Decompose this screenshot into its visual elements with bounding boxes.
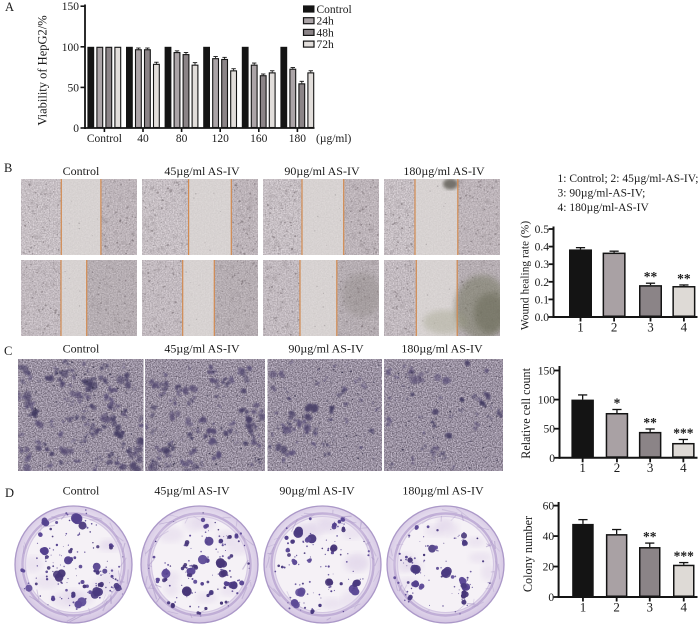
svg-text:1: 1 xyxy=(577,320,584,335)
svg-text:0.4: 0.4 xyxy=(535,242,550,254)
svg-text:150: 150 xyxy=(62,1,80,13)
svg-text:24h: 24h xyxy=(317,16,335,28)
svg-text:D: D xyxy=(5,486,14,500)
svg-text:2: 2 xyxy=(614,460,621,475)
svg-text:40: 40 xyxy=(543,531,555,543)
svg-text:50: 50 xyxy=(544,424,556,436)
svg-text:4: 180µg/ml-AS-IV: 4: 180µg/ml-AS-IV xyxy=(558,202,650,214)
svg-text:0: 0 xyxy=(548,592,554,604)
svg-text:B: B xyxy=(4,161,12,175)
svg-text:48h: 48h xyxy=(317,27,335,39)
svg-text:2: 2 xyxy=(613,600,620,615)
svg-text:80: 80 xyxy=(176,133,188,145)
svg-text:180: 180 xyxy=(289,133,307,145)
svg-text:60: 60 xyxy=(543,501,555,513)
svg-text:1: 1 xyxy=(580,600,587,615)
svg-text:0.2: 0.2 xyxy=(535,277,550,289)
svg-text:0: 0 xyxy=(549,453,555,465)
svg-text:3: 3 xyxy=(647,320,654,335)
svg-text:90µg/ml AS-IV: 90µg/ml AS-IV xyxy=(288,342,364,356)
svg-text:72h: 72h xyxy=(317,39,335,51)
svg-text:***: *** xyxy=(673,426,694,441)
svg-text:0.3: 0.3 xyxy=(535,259,550,271)
svg-text:120: 120 xyxy=(212,133,230,145)
svg-text:Control: Control xyxy=(87,133,122,145)
svg-text:0: 0 xyxy=(73,123,79,135)
svg-text:Wound healing rate (%): Wound healing rate (%) xyxy=(519,221,531,330)
svg-text:1: Control; 2: 45µg/ml-AS-IV;: 1: Control; 2: 45µg/ml-AS-IV; xyxy=(558,173,699,185)
svg-text:40: 40 xyxy=(137,133,149,145)
svg-text:Relative cell count: Relative cell count xyxy=(519,367,533,458)
svg-text:3: 3 xyxy=(647,460,654,475)
svg-text:C: C xyxy=(4,344,12,358)
svg-text:Control: Control xyxy=(63,164,100,178)
svg-text:0.5: 0.5 xyxy=(535,224,550,236)
svg-text:3: 3 xyxy=(647,600,654,615)
svg-text:150: 150 xyxy=(538,366,556,378)
svg-text:2: 2 xyxy=(611,320,618,335)
svg-text:Control: Control xyxy=(317,4,352,16)
svg-text:20: 20 xyxy=(543,562,555,574)
svg-text:90µg/ml AS-IV: 90µg/ml AS-IV xyxy=(279,484,355,498)
svg-text:90µg/ml AS-IV: 90µg/ml AS-IV xyxy=(284,164,360,178)
svg-text:180µg/ml AS-IV: 180µg/ml AS-IV xyxy=(403,164,485,178)
svg-text:***: *** xyxy=(674,549,695,564)
svg-text:Viability of HepG2/%: Viability of HepG2/% xyxy=(35,15,49,125)
svg-text:4: 4 xyxy=(681,320,688,335)
svg-text:4: 4 xyxy=(680,460,687,475)
svg-text:**: ** xyxy=(644,269,658,284)
svg-text:45µg/ml AS-IV: 45µg/ml AS-IV xyxy=(164,164,240,178)
svg-text:A: A xyxy=(5,0,14,14)
svg-text:Control: Control xyxy=(63,342,100,356)
svg-text:(µg/ml): (µg/ml) xyxy=(316,133,352,145)
svg-text:3: 90µg/ml-AS-IV;: 3: 90µg/ml-AS-IV; xyxy=(558,188,646,200)
svg-text:**: ** xyxy=(677,271,691,286)
svg-text:Colony number: Colony number xyxy=(521,516,535,592)
svg-text:*: * xyxy=(614,396,621,411)
svg-text:Control: Control xyxy=(63,484,100,498)
svg-text:100: 100 xyxy=(538,395,556,407)
svg-text:0.1: 0.1 xyxy=(535,294,550,306)
svg-text:50: 50 xyxy=(68,82,80,94)
svg-text:180µg/ml AS-IV: 180µg/ml AS-IV xyxy=(402,484,484,498)
svg-text:0.0: 0.0 xyxy=(535,312,550,324)
svg-text:**: ** xyxy=(643,529,657,544)
svg-text:100: 100 xyxy=(62,42,80,54)
svg-text:1: 1 xyxy=(579,460,586,475)
svg-text:45µg/ml AS-IV: 45µg/ml AS-IV xyxy=(164,342,240,356)
svg-text:180µg/ml AS-IV: 180µg/ml AS-IV xyxy=(401,342,483,356)
svg-text:**: ** xyxy=(643,415,657,430)
svg-text:160: 160 xyxy=(250,133,268,145)
svg-text:4: 4 xyxy=(681,600,688,615)
svg-text:45µg/ml AS-IV: 45µg/ml AS-IV xyxy=(154,484,230,498)
